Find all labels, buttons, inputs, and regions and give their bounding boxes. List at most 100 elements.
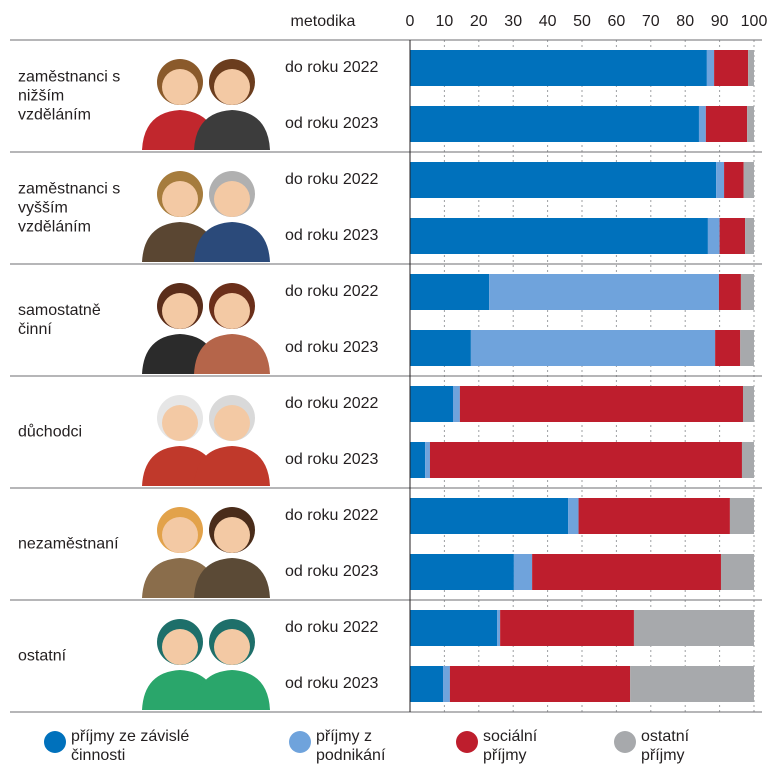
legend-marker <box>614 731 636 753</box>
person-body <box>194 558 270 598</box>
bar-segment <box>410 498 569 534</box>
bar-segment <box>410 106 699 142</box>
legend-label: ostatní příjmy <box>641 728 690 764</box>
bar-segment <box>410 386 453 422</box>
person-body <box>194 110 270 150</box>
bar-segment <box>630 666 754 702</box>
bar-segment <box>429 442 742 478</box>
y-tick-label: od roku 2023 <box>285 563 379 580</box>
bar-segment <box>449 666 631 702</box>
bar-segment <box>410 50 707 86</box>
bar-segment <box>410 666 444 702</box>
person-face <box>162 405 198 441</box>
bar-segment <box>532 554 721 590</box>
x-tick-label: 10 <box>436 13 454 30</box>
bar-segment <box>729 498 754 534</box>
bar-segment <box>741 442 754 478</box>
bar-segment <box>740 274 754 310</box>
x-tick-label: 30 <box>504 13 522 30</box>
y-tick-label: do roku 2022 <box>285 395 379 412</box>
bar-segment <box>459 386 743 422</box>
bar-segment <box>724 162 744 198</box>
bar-segment <box>633 610 754 646</box>
group-label: důchodci <box>18 423 83 441</box>
person-body <box>194 670 270 710</box>
bar-segment <box>497 610 501 646</box>
bar-segment <box>707 218 720 254</box>
group-label: zaměstnanci s nižším vzděláním <box>18 68 121 124</box>
group-label: ostatní <box>18 647 67 665</box>
x-tick-label: 50 <box>573 13 591 30</box>
bar-segment <box>410 330 471 366</box>
person-face <box>162 293 198 329</box>
bar-segment <box>410 274 490 310</box>
person-face <box>214 69 250 105</box>
x-tick-label: 60 <box>608 13 626 30</box>
person-body <box>194 334 270 374</box>
x-tick-label: 80 <box>676 13 694 30</box>
bar-segment <box>470 330 716 366</box>
y-tick-label: od roku 2023 <box>285 115 379 132</box>
bar-segment <box>453 386 460 422</box>
group-label: zaměstnanci s vyšším vzděláním <box>18 180 121 236</box>
person-body <box>194 446 270 486</box>
person-face <box>214 405 250 441</box>
person-face <box>162 181 198 217</box>
bar-segment <box>489 274 719 310</box>
bar-segment <box>706 50 715 86</box>
x-tick-label: 40 <box>539 13 557 30</box>
group-label: nezaměstnaní <box>18 535 119 553</box>
group-label: samostatně činní <box>18 302 101 338</box>
legend-marker <box>44 731 66 753</box>
bar-segment <box>410 554 514 590</box>
bar-segment <box>698 106 706 142</box>
bar-segment <box>720 554 754 590</box>
x-tick-label: 70 <box>642 13 660 30</box>
bar-segment <box>578 498 730 534</box>
y-tick-label: od roku 2023 <box>285 675 379 692</box>
bar-segment <box>748 50 754 86</box>
y-tick-label: od roku 2023 <box>285 227 379 244</box>
bar-segment <box>747 106 754 142</box>
bar-segment <box>410 218 708 254</box>
bar-segment <box>443 666 450 702</box>
person-face <box>214 517 250 553</box>
bar-segment <box>425 442 430 478</box>
y-tick-label: do roku 2022 <box>285 507 379 524</box>
person-face <box>162 517 198 553</box>
y-tick-label: do roku 2022 <box>285 283 379 300</box>
bar-segment <box>410 610 498 646</box>
legend-marker <box>289 731 311 753</box>
bar-segment <box>718 274 741 310</box>
person-face <box>214 181 250 217</box>
bar-segment <box>716 162 725 198</box>
legend-label: příjmy z podnikání <box>316 728 386 764</box>
y-tick-label: do roku 2022 <box>285 171 379 188</box>
x-tick-label: 20 <box>470 13 488 30</box>
person-body <box>194 222 270 262</box>
column-header: metodika <box>291 13 356 30</box>
x-tick-label: 0 <box>406 13 415 30</box>
y-tick-label: do roku 2022 <box>285 619 379 636</box>
person-face <box>162 69 198 105</box>
person-face <box>214 293 250 329</box>
y-tick-label: od roku 2023 <box>285 451 379 468</box>
person-face <box>162 629 198 665</box>
legend-marker <box>456 731 478 753</box>
bar-segment <box>714 50 749 86</box>
legend-label: příjmy ze závislé činnosti <box>71 728 190 764</box>
bar-segment <box>740 330 754 366</box>
legend-label: sociální příjmy <box>483 728 538 764</box>
bar-segment <box>568 498 579 534</box>
y-tick-label: do roku 2022 <box>285 59 379 76</box>
bar-segment <box>742 386 754 422</box>
bar-segment <box>410 162 717 198</box>
bar-segment <box>513 554 533 590</box>
y-tick-label: od roku 2023 <box>285 339 379 356</box>
bar-segment <box>705 106 748 142</box>
bar-segment <box>719 218 746 254</box>
bar-segment <box>410 442 426 478</box>
bar-segment <box>715 330 741 366</box>
